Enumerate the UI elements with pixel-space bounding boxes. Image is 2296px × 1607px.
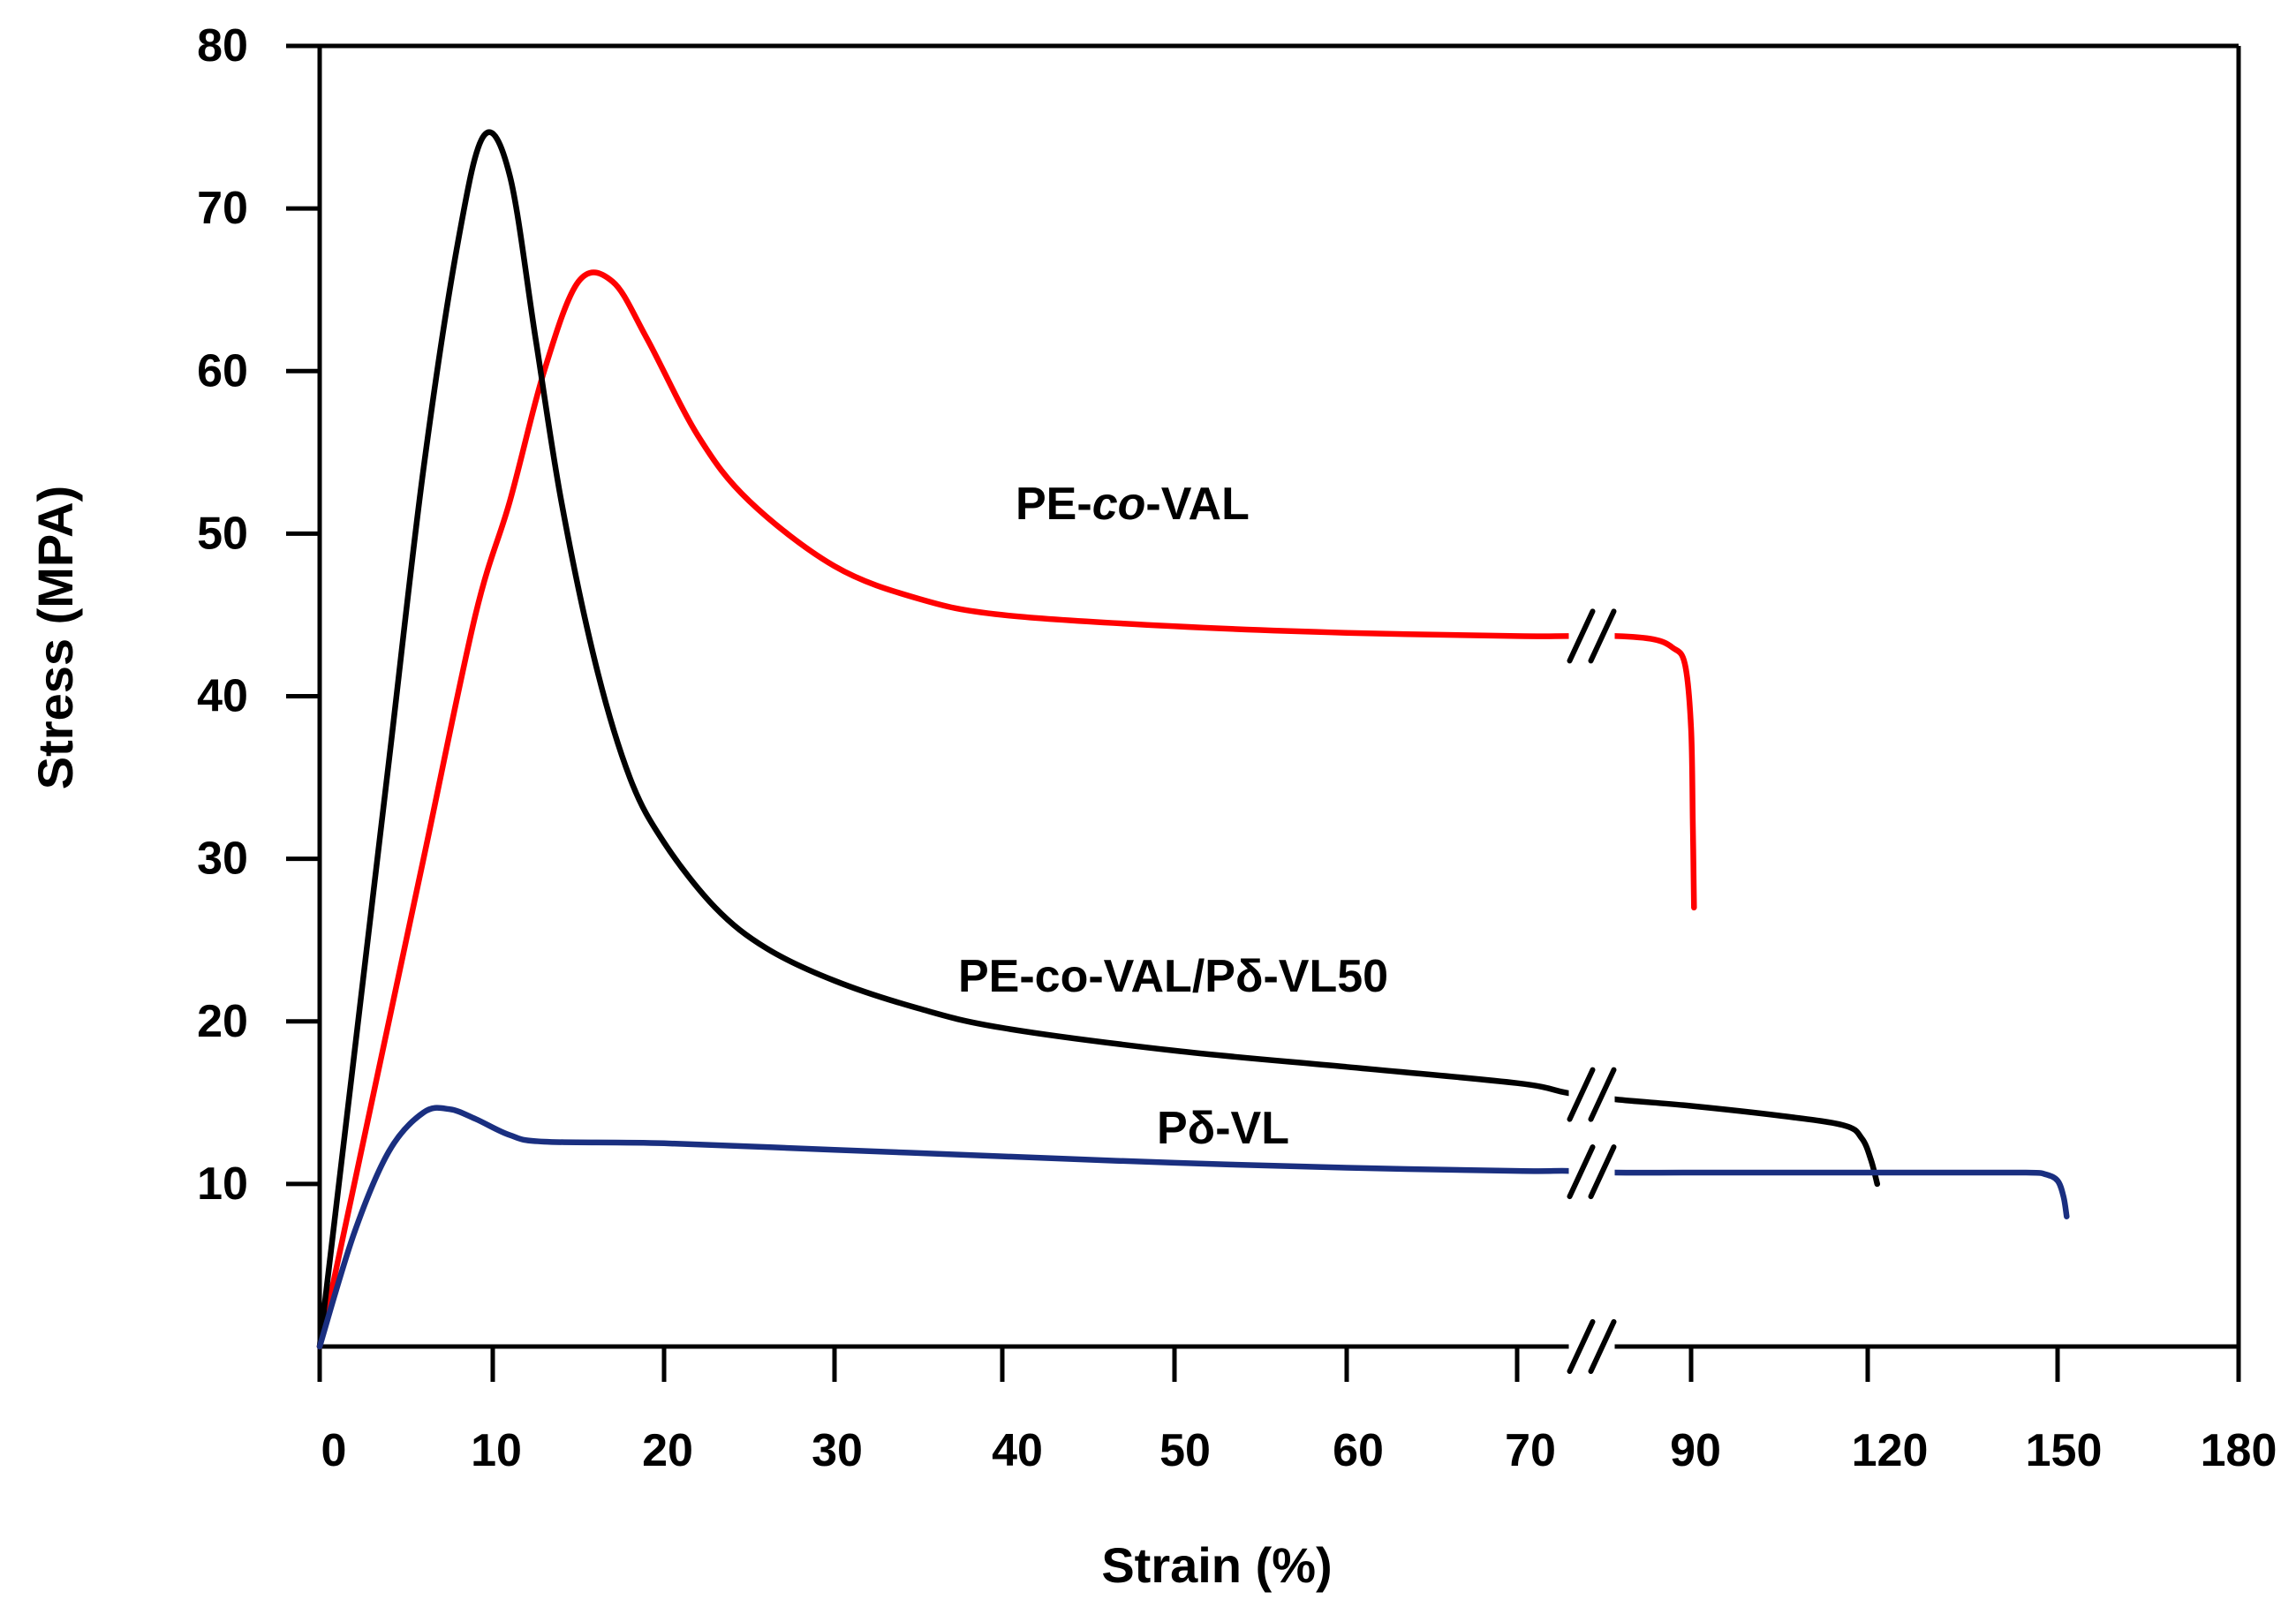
axis-break-x-axis: [1567, 1319, 1617, 1374]
x-tick-label: 10: [471, 1425, 522, 1476]
series-label-part: co: [1092, 479, 1146, 530]
x-tick-label: 90: [1670, 1425, 1721, 1476]
x-axis-title: Strain (%): [1101, 1537, 1332, 1593]
series-label-part: PE-: [1016, 479, 1092, 530]
axis-break-slash: [1567, 1067, 1596, 1122]
tick-layer: 10 20 30 40 50 60 70 80 0 10 20 30 40 50 60 70 90 120 150 1…: [197, 20, 2277, 1476]
axis-break-slash: [1567, 1319, 1596, 1374]
axis-break-slash: [1588, 1319, 1617, 1374]
x-tick-label: 20: [642, 1425, 693, 1476]
x-tick-label: 60: [1333, 1425, 1384, 1476]
y-tick-label: 60: [197, 345, 248, 396]
y-tick-label: 40: [197, 671, 248, 722]
series-label-part: -VAL: [1145, 479, 1249, 530]
series-layer: [316, 129, 2070, 1350]
axis-break-pe-co-val: [1567, 608, 1617, 664]
y-axis-title: Stress (MPA): [27, 486, 83, 789]
series-label-pe-co-val: PE-co-VAL: [1016, 479, 1250, 530]
series-label-part: Pδ-VL: [1157, 1103, 1289, 1154]
y-tick-label: 50: [197, 508, 248, 559]
x-tick-label: 0: [321, 1425, 347, 1476]
x-tick-label: 180: [2201, 1425, 2277, 1476]
y-tick-label: 30: [197, 834, 248, 885]
axis-break-pe-co-val-pdvl50: [1567, 1067, 1617, 1122]
y-tick-label: 20: [197, 996, 248, 1047]
series-line-pe-co-val-pdvl50: [316, 129, 1881, 1350]
x-tick-label: 30: [812, 1425, 863, 1476]
axis-break-slash: [1588, 1144, 1617, 1200]
y-tick-label: 10: [197, 1158, 248, 1210]
axis-break-layer: [1567, 608, 1617, 1374]
series-label-pe-co-val-pdvl50: PE-co-VAL/Pδ-VL50: [958, 951, 1388, 1002]
series-label-pdvl: Pδ-VL: [1157, 1103, 1289, 1154]
axis-break-slash: [1588, 1067, 1617, 1122]
x-tick-label: 150: [2026, 1425, 2103, 1476]
y-tick-label: 80: [197, 20, 248, 72]
x-tick-label: 40: [992, 1425, 1043, 1476]
x-tick-label: 70: [1505, 1425, 1556, 1476]
y-tick-label: 70: [197, 183, 248, 234]
series-line-pdvl: [316, 1105, 2070, 1350]
x-tick-label: 120: [1852, 1425, 1929, 1476]
x-tick-label: 50: [1159, 1425, 1211, 1476]
series-line-pe-co-val: [316, 269, 1697, 1350]
axis-break-slash: [1588, 608, 1617, 664]
axis-break-slash: [1567, 608, 1596, 664]
label-layer: PE-co-VAL PE-co-VAL/Pδ-VL50 Pδ-VL Strain (%…: [27, 479, 1388, 1593]
axis-break-slash: [1567, 1144, 1596, 1200]
series-label-part: PE-co-VAL/Pδ-VL50: [958, 951, 1388, 1002]
axis-break-pdvl: [1567, 1144, 1617, 1200]
